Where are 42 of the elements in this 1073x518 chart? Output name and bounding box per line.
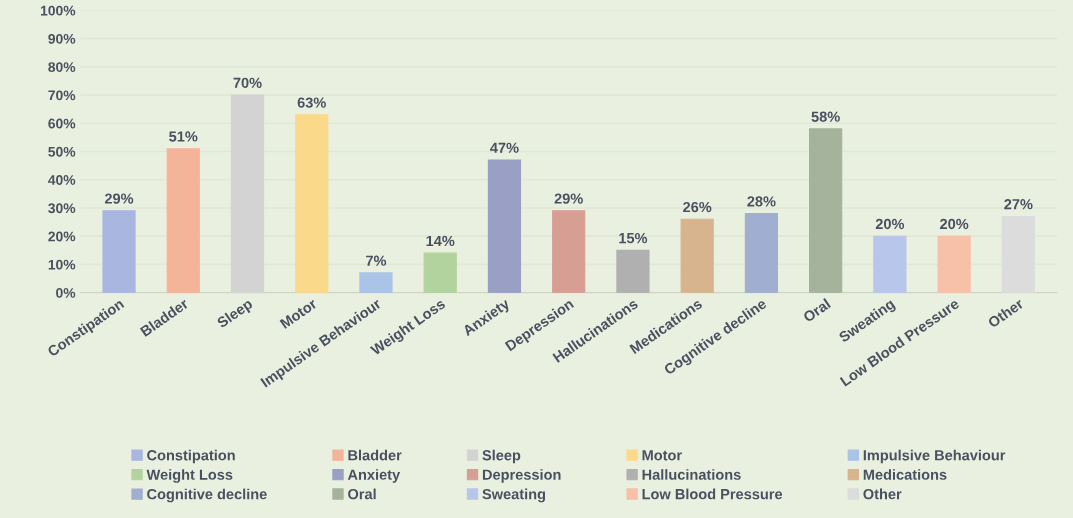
legend-label: Medications (863, 469, 947, 480)
legend-label: Motor (642, 450, 682, 461)
y-tick-label: 60% (48, 118, 76, 129)
y-tick-label: 30% (48, 203, 76, 214)
legend-label: Other (863, 488, 902, 500)
data-label: 20% (875, 218, 905, 230)
legend-label: Anxiety (347, 469, 401, 483)
legend-label: Sweating (482, 488, 546, 503)
legend-label: Weight Loss (146, 469, 233, 483)
y-tick-label: 70% (48, 90, 76, 101)
data-label: 29% (554, 193, 583, 204)
legend-label: Hallucinations (642, 469, 741, 480)
data-label: 26% (683, 201, 712, 213)
legend-label: Oral (348, 488, 376, 500)
data-label: 51% (169, 131, 198, 142)
legend-label: Sleep (482, 449, 521, 464)
y-tick-label: 40% (48, 175, 76, 185)
y-tick-label: 90% (48, 33, 76, 44)
y-tick-label: 20% (48, 231, 76, 242)
y-tick-label: 10% (48, 259, 76, 270)
legend-label: Impulsive Behaviour (863, 449, 1006, 464)
y-tick-label: 80% (48, 62, 76, 72)
x-tick-label: Oral (802, 298, 831, 323)
y-tick-label: 0% (56, 288, 76, 298)
data-label: 47% (490, 142, 519, 153)
legend-label: Bladder (348, 449, 402, 461)
y-tick-label: 100% (40, 5, 76, 16)
data-label: 58% (811, 111, 840, 122)
legend-label: Depression (482, 469, 561, 483)
data-label: 14% (426, 235, 455, 247)
data-label: 15% (619, 232, 648, 244)
y-tick-label: 50% (48, 146, 76, 157)
data-label: 63% (297, 97, 326, 108)
legend-label: Low Blood Pressure (642, 488, 783, 500)
data-label: 70% (233, 77, 262, 88)
data-label: 28% (747, 196, 776, 207)
data-label: 7% (366, 255, 387, 266)
legend-label: Cognitive decline (147, 488, 267, 503)
legend-label: Constipation (147, 449, 235, 464)
data-label: 20% (940, 218, 969, 230)
data-label: 27% (1004, 199, 1033, 210)
data-label: 29% (104, 193, 134, 204)
